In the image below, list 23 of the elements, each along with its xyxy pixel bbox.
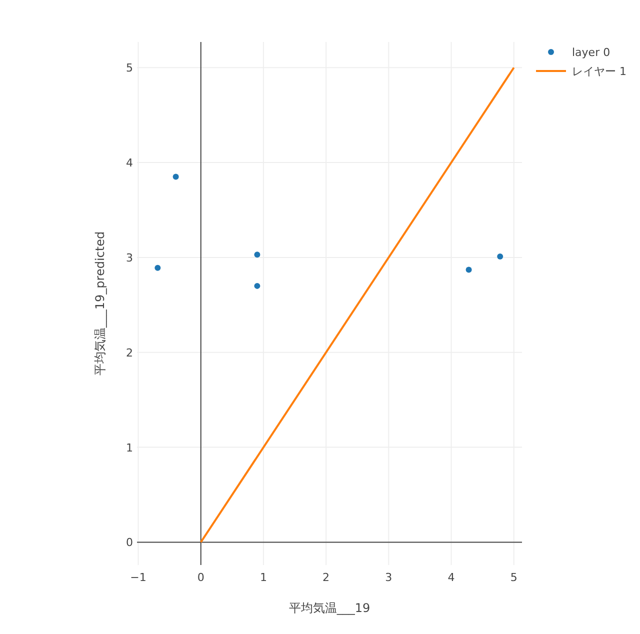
y-tick-label: 1	[126, 441, 133, 454]
legend-label: レイヤー 1	[572, 65, 626, 78]
x-tick-label: −1	[130, 571, 146, 584]
x-tick-label: 1	[260, 571, 267, 584]
point	[466, 266, 472, 273]
y-tick-label: 5	[126, 62, 133, 75]
y-tick-label: 2	[126, 346, 133, 360]
y-axis-title: 平均気温___19_predicted	[93, 231, 107, 376]
y-tick-label: 3	[126, 251, 133, 264]
point	[497, 254, 504, 260]
legend-label: layer 0	[572, 46, 610, 59]
point	[254, 282, 260, 289]
point	[154, 264, 161, 271]
x-tick-label: 2	[322, 571, 330, 584]
point	[172, 174, 179, 180]
x-tick-label: 3	[385, 571, 392, 584]
x-tick-label: 0	[197, 571, 204, 584]
y-tick-label: 4	[126, 156, 133, 170]
y-tick-label: 0	[126, 536, 133, 550]
x-axis-title: 平均気温___19	[288, 601, 370, 615]
x-tick-label: 4	[448, 571, 455, 584]
x-tick-label: 5	[510, 571, 518, 584]
point	[254, 252, 260, 258]
